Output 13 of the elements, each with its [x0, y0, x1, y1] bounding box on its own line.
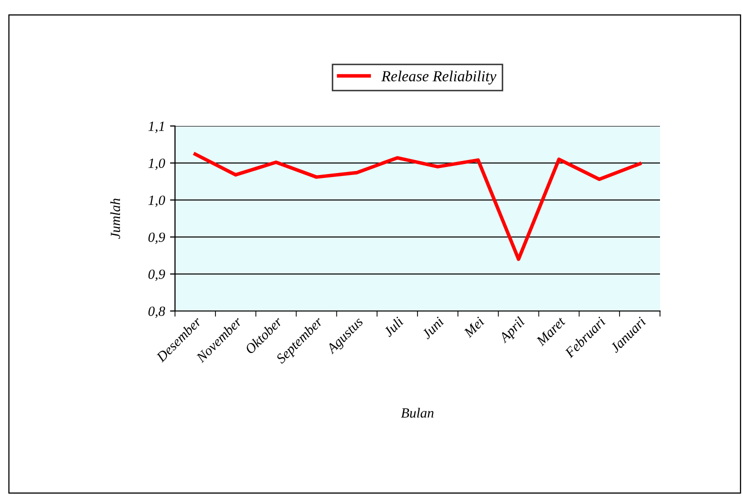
- x-axis-title: Bulan: [401, 408, 434, 418]
- y-tick-label: 1,0: [148, 196, 166, 207]
- line-series: [193, 152, 642, 261]
- x-tick-label: Mei: [463, 316, 485, 338]
- y-tick-label: 1,1: [148, 122, 164, 133]
- y-tick-label: 0,9: [148, 232, 166, 244]
- x-tick-label: Juni: [421, 316, 444, 340]
- legend-label: Release Reliability: [381, 70, 496, 84]
- y-tick-label: 0,8: [148, 306, 166, 318]
- y-axis-title: Jumlah: [110, 198, 120, 239]
- y-tick-label: 0,9: [148, 270, 166, 281]
- x-tick-label: Juli: [382, 316, 404, 338]
- y-tick-label: 1,0: [148, 158, 166, 170]
